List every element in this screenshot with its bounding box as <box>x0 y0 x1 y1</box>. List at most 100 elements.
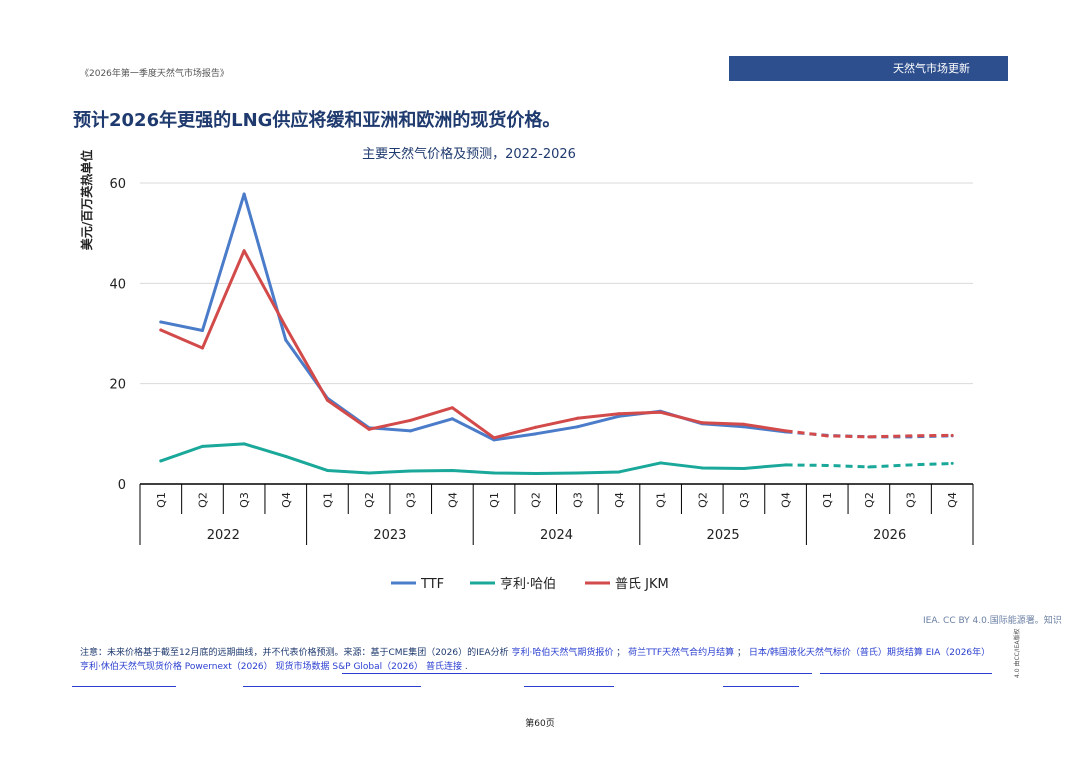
data-point <box>200 444 204 448</box>
data-point <box>825 463 829 467</box>
data-point <box>534 425 538 429</box>
data-point <box>909 434 913 438</box>
x-tick-label: Q1 <box>155 492 168 508</box>
line-chart: 主要天然气价格及预测，2022-2026 美元/百万英热单位 0 20 40 60 Q1… <box>79 146 974 592</box>
legend-label: 普氏 JKM <box>615 577 669 592</box>
source-link[interactable]: 亨利·哈伯天然气期货报价 <box>511 648 614 658</box>
data-point <box>909 463 913 467</box>
data-point <box>659 461 663 465</box>
legend-label: TTF <box>420 577 444 592</box>
x-tick-label: Q3 <box>738 492 751 508</box>
data-point <box>200 328 204 332</box>
data-point <box>742 422 746 426</box>
link-underline <box>723 686 799 687</box>
source-link[interactable]: Powernext（2026） <box>184 662 273 672</box>
data-point <box>409 469 413 473</box>
x-tick-label: Q4 <box>780 492 793 508</box>
data-point <box>492 436 496 440</box>
section-banner: 天然气市场更新 <box>729 56 1008 81</box>
source-link[interactable]: S&P Global（2026） <box>332 662 424 672</box>
data-point <box>284 454 288 458</box>
y-tick-label: 40 <box>109 277 126 292</box>
data-point <box>575 425 579 429</box>
year-label: 2024 <box>540 528 573 543</box>
x-tick-label: Q1 <box>488 492 501 508</box>
data-point <box>367 471 371 475</box>
data-point <box>700 466 704 470</box>
x-tick-label: Q4 <box>613 492 626 508</box>
data-point <box>742 466 746 470</box>
data-point <box>700 421 704 425</box>
year-label: 2025 <box>707 528 740 543</box>
data-point <box>159 328 163 332</box>
x-tick-label: Q3 <box>405 492 418 508</box>
data-point <box>492 471 496 475</box>
data-point <box>617 470 621 474</box>
x-tick-label: Q4 <box>946 492 959 508</box>
x-tick-label: Q3 <box>905 492 918 508</box>
x-tick-label: Q2 <box>696 492 709 508</box>
x-tick-label: Q4 <box>446 492 459 508</box>
link-underline <box>524 686 614 687</box>
report-title: 《2026年第一季度天然气市场报告》 <box>80 69 229 79</box>
x-tick-label: Q1 <box>655 492 668 508</box>
link-underline <box>342 673 812 674</box>
data-point <box>784 463 788 467</box>
series-forecast-line <box>785 461 953 469</box>
source-link[interactable]: 日本/韩国液化天然气标价（普氏）期货结算 <box>748 648 923 658</box>
legend-label: 亨利·哈伯 <box>500 576 556 592</box>
y-tick-label: 0 <box>118 478 126 493</box>
data-point <box>450 468 454 472</box>
source-link[interactable]: 普氏连接 <box>425 662 462 672</box>
x-tick-label: Q2 <box>530 492 543 508</box>
x-tick-label: Q3 <box>571 492 584 508</box>
x-tick-label: Q2 <box>196 492 209 508</box>
data-point <box>742 425 746 429</box>
data-point <box>659 410 663 414</box>
data-point <box>367 427 371 431</box>
data-point <box>950 433 954 437</box>
data-point <box>575 416 579 420</box>
y-tick-label: 20 <box>109 378 126 393</box>
link-underline <box>243 686 421 687</box>
x-tick-label: Q2 <box>363 492 376 508</box>
data-point <box>784 429 788 433</box>
data-point <box>617 412 621 416</box>
data-point <box>617 414 621 418</box>
data-point <box>325 398 329 402</box>
year-label: 2026 <box>873 528 906 543</box>
series-line <box>159 192 788 442</box>
page-heading: 预计2026年更强的LNG供应将缓和亚洲和欧洲的现货价格。 <box>73 110 561 131</box>
data-point <box>825 434 829 438</box>
source-link[interactable]: 现货市场数据 <box>275 662 330 672</box>
data-point <box>867 465 871 469</box>
license-vertical: 4.0 由CC/IEA版权 <box>1014 628 1021 678</box>
source-link[interactable]: 荷兰TTF天然气合约月结算 <box>628 648 735 658</box>
data-point <box>200 346 204 350</box>
x-tick-label: Q2 <box>863 492 876 508</box>
data-point <box>242 192 246 196</box>
year-label: 2023 <box>373 528 406 543</box>
series-forecast-line <box>785 429 953 439</box>
data-point <box>159 459 163 463</box>
x-tick-label: Q4 <box>280 492 293 508</box>
year-label: 2022 <box>207 528 240 543</box>
link-underline <box>72 686 176 687</box>
data-point <box>159 320 163 324</box>
chart-title: 主要天然气价格及预测，2022-2026 <box>362 146 576 162</box>
y-axis-label: 美元/百万英热单位 <box>79 150 94 250</box>
source-link[interactable]: EIA（2026年） <box>925 648 991 658</box>
data-point <box>284 325 288 329</box>
data-point <box>284 338 288 342</box>
series-line <box>159 249 788 440</box>
data-point <box>575 471 579 475</box>
note-prefix: 注意：未来价格基于截至12月底的远期曲线，并不代表价格预测。来源：基于CME集团… <box>80 648 509 658</box>
data-point <box>242 249 246 253</box>
data-point <box>534 432 538 436</box>
data-point <box>242 442 246 446</box>
data-point <box>325 468 329 472</box>
link-underline <box>820 673 992 674</box>
series-line <box>159 442 788 475</box>
data-point <box>950 461 954 465</box>
source-link[interactable]: 亨利·休伯天然气现货价格 <box>80 662 182 672</box>
